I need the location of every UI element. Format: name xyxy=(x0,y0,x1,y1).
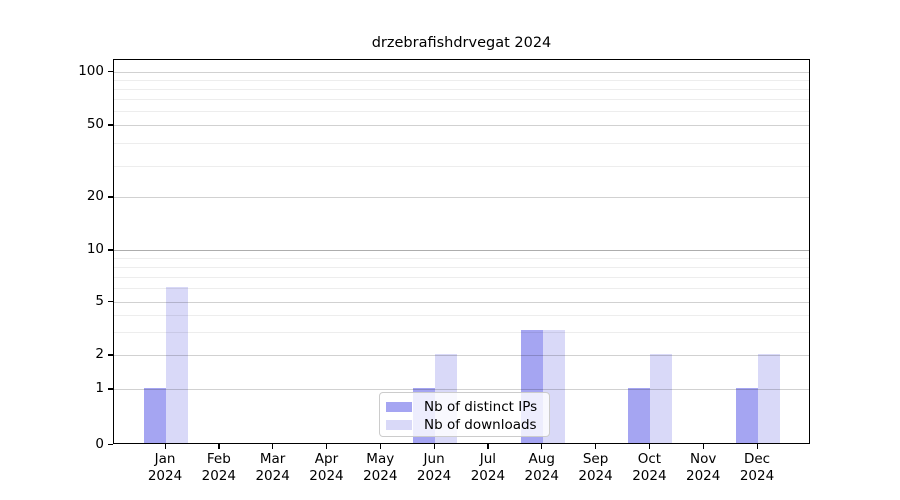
x-tick-label-jul: Jul 2024 xyxy=(456,451,520,485)
x-tick-label-oct: Oct 2024 xyxy=(617,451,681,485)
x-tick-year-feb: 2024 xyxy=(201,468,236,484)
x-tick-month-oct: Oct xyxy=(637,451,662,467)
x-tick-year-nov: 2024 xyxy=(686,468,721,484)
grid-line-minor-60 xyxy=(114,111,809,113)
x-tick-month-jul: Jul xyxy=(479,451,497,467)
grid-line-minor-90 xyxy=(114,79,809,81)
x-tick-mark-nov xyxy=(702,444,704,449)
x-tick-year-oct: 2024 xyxy=(632,468,667,484)
x-tick-label-apr: Apr 2024 xyxy=(294,451,358,485)
x-tick-label-jan: Jan 2024 xyxy=(133,451,197,485)
grid-line-major-10 xyxy=(114,250,809,252)
y-tick-label-0: 0 xyxy=(95,435,104,452)
x-tick-year-may: 2024 xyxy=(363,468,398,484)
x-tick-mark-dec xyxy=(756,444,758,449)
grid-line-minor-80 xyxy=(114,88,809,90)
x-tick-mark-jan xyxy=(164,444,166,449)
downloads-bar-jan xyxy=(166,286,188,443)
legend-row-distinct-ips: Nb of distinct IPs xyxy=(386,398,541,416)
grid-line-major-50 xyxy=(114,125,809,127)
x-tick-label-nov: Nov 2024 xyxy=(671,451,735,485)
grid-line-major-2 xyxy=(114,355,809,357)
x-tick-month-jan: Jan xyxy=(154,451,176,467)
x-tick-label-aug: Aug 2024 xyxy=(510,451,574,485)
x-tick-month-aug: Aug xyxy=(528,451,555,467)
y-tick-mark-20 xyxy=(108,196,113,198)
y-tick-mark-100 xyxy=(108,70,113,72)
x-tick-month-sep: Sep xyxy=(582,451,609,467)
x-tick-year-mar: 2024 xyxy=(255,468,290,484)
distinct-ips-bar-oct xyxy=(628,387,651,443)
legend-label-downloads: Nb of downloads xyxy=(424,417,537,433)
legend-swatch-downloads xyxy=(386,420,412,430)
distinct-ips-bar-dec xyxy=(736,387,759,443)
y-tick-label-20: 20 xyxy=(86,188,104,205)
y-tick-label-5: 5 xyxy=(95,293,104,309)
x-tick-month-may: May xyxy=(366,451,395,467)
y-tick-mark-2 xyxy=(108,354,113,356)
x-tick-mark-jul xyxy=(487,444,489,449)
x-tick-year-apr: 2024 xyxy=(309,468,344,484)
x-tick-year-jun: 2024 xyxy=(416,468,452,484)
grid-line-major-5 xyxy=(114,302,809,303)
x-tick-month-dec: Dec xyxy=(743,451,771,467)
y-tick-label-10: 10 xyxy=(86,241,104,258)
legend: Nb of distinct IPs Nb of downloads xyxy=(379,392,550,437)
grid-line-minor-70 xyxy=(114,99,809,101)
x-tick-label-mar: Mar 2024 xyxy=(241,451,305,485)
x-tick-month-apr: Apr xyxy=(314,451,339,467)
x-tick-mark-jun xyxy=(433,444,435,449)
x-tick-year-jul: 2024 xyxy=(470,468,506,484)
y-tick-mark-10 xyxy=(108,249,113,251)
x-tick-year-jan: 2024 xyxy=(147,468,183,484)
grid-line-minor-40 xyxy=(114,143,809,145)
x-tick-mark-sep xyxy=(595,444,597,449)
downloads-bar-oct xyxy=(650,354,673,443)
x-tick-mark-feb xyxy=(218,444,220,449)
x-tick-label-sep: Sep 2024 xyxy=(564,451,628,485)
grid-line-minor-4 xyxy=(114,315,809,317)
distinct-ips-bar-jan xyxy=(144,387,166,443)
grid-line-major-20 xyxy=(114,197,809,199)
x-tick-label-may: May 2024 xyxy=(348,451,412,485)
grid-line-minor-30 xyxy=(114,165,809,167)
y-tick-label-100: 100 xyxy=(78,62,104,79)
legend-row-downloads: Nb of downloads xyxy=(386,416,541,434)
grid-line-minor-8 xyxy=(114,267,809,269)
x-tick-year-aug: 2024 xyxy=(524,468,559,484)
x-tick-month-mar: Mar xyxy=(259,451,286,467)
downloads-bar-dec xyxy=(758,354,781,443)
x-tick-month-jun: Jun xyxy=(423,451,445,467)
grid-line-major-100 xyxy=(114,71,809,73)
y-tick-label-50: 50 xyxy=(86,116,104,133)
x-tick-label-jun: Jun 2024 xyxy=(402,451,466,485)
chart-title: drzebrafishdrvegat 2024 xyxy=(371,35,552,51)
y-tick-mark-5 xyxy=(108,301,113,303)
y-tick-label-1: 1 xyxy=(95,380,104,397)
y-tick-mark-0 xyxy=(108,443,113,445)
x-tick-mark-apr xyxy=(325,444,328,449)
plot-area: Nb of distinct IPs Nb of downloads xyxy=(113,59,810,444)
grid-line-major-1 xyxy=(114,389,809,391)
x-tick-year-dec: 2024 xyxy=(739,468,775,484)
x-tick-mark-oct xyxy=(648,444,651,449)
x-tick-month-feb: Feb xyxy=(206,451,231,467)
legend-swatch-distinct-ips xyxy=(386,402,412,412)
x-tick-month-nov: Nov xyxy=(690,451,717,467)
grid-line-minor-6 xyxy=(114,288,809,290)
x-tick-mark-aug xyxy=(541,444,543,449)
y-tick-label-2: 2 xyxy=(95,346,104,363)
x-tick-label-feb: Feb 2024 xyxy=(187,451,251,485)
grid-line-minor-3 xyxy=(114,331,809,333)
grid-line-minor-7 xyxy=(114,277,809,278)
x-tick-label-dec: Dec 2024 xyxy=(725,451,789,485)
x-tick-mark-mar xyxy=(272,444,274,449)
x-tick-year-sep: 2024 xyxy=(578,468,613,484)
y-tick-mark-1 xyxy=(108,388,113,390)
y-tick-mark-50 xyxy=(108,124,113,126)
legend-label-distinct-ips: Nb of distinct IPs xyxy=(424,399,538,415)
x-tick-mark-may xyxy=(379,444,381,449)
grid-line-minor-9 xyxy=(114,258,809,260)
